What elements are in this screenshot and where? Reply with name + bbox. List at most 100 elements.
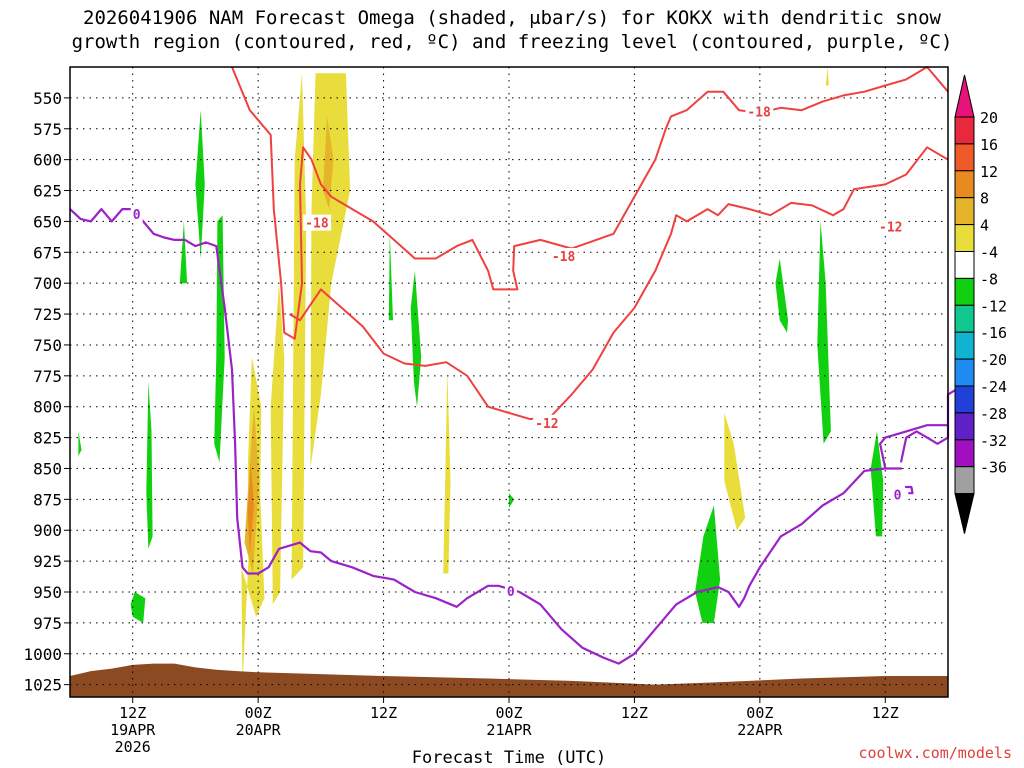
y-tick-label: 700 bbox=[33, 274, 62, 293]
omega-shade-region bbox=[270, 283, 285, 605]
y-tick-label: 875 bbox=[33, 490, 62, 509]
colorbar-label: -4 bbox=[980, 244, 998, 262]
x-axis-label: Forecast Time (UTC) bbox=[412, 748, 606, 768]
colorbar-label: -20 bbox=[980, 351, 1007, 369]
colorbar-label: 16 bbox=[980, 136, 998, 154]
x-tick-label: 00Z bbox=[746, 704, 773, 722]
colorbar-bottom-arrow bbox=[954, 493, 975, 534]
freezing-level-contour-line bbox=[69, 208, 948, 665]
chart-title: 2026041906 NAM Forecast Omega (shaded, μ… bbox=[71, 7, 953, 53]
colorbar-label: -12 bbox=[980, 297, 1007, 315]
dendritic-contour-line bbox=[231, 66, 949, 340]
x-tick-label: 21APR bbox=[486, 721, 532, 739]
omega-shade-region bbox=[310, 73, 351, 469]
omega-shade-region bbox=[817, 221, 831, 444]
colorbar-swatch bbox=[954, 466, 975, 495]
colorbar-swatch bbox=[954, 224, 975, 253]
contour-label: 0 bbox=[891, 486, 904, 503]
contour-label-text: 0 bbox=[507, 585, 515, 600]
y-tick-label: 925 bbox=[33, 552, 62, 571]
contour-label-background bbox=[130, 206, 143, 222]
y-tick-label: 950 bbox=[33, 583, 62, 602]
omega-shade-region bbox=[695, 505, 721, 623]
x-tick-label: 12Z bbox=[872, 704, 899, 722]
colorbar-label: 4 bbox=[980, 217, 989, 235]
colorbar-swatch bbox=[954, 331, 975, 360]
omega-shade-region bbox=[214, 215, 225, 463]
y-tick-label: 900 bbox=[33, 521, 62, 540]
colorbar-label: 8 bbox=[980, 190, 989, 208]
y-tick-label: 1000 bbox=[23, 645, 62, 664]
contour-label-text: 0 bbox=[894, 488, 902, 503]
y-tick-label: 850 bbox=[33, 459, 62, 478]
omega-shade-region bbox=[179, 221, 188, 284]
contour-label-background bbox=[504, 582, 517, 599]
x-tick-label: 20APR bbox=[236, 721, 282, 739]
contour-label-background bbox=[877, 218, 906, 235]
colorbar-label: -16 bbox=[980, 324, 1007, 342]
x-tick-label: 12Z bbox=[119, 704, 146, 722]
colorbar-label: -36 bbox=[980, 459, 1007, 477]
y-tick-label: 775 bbox=[33, 367, 62, 386]
y-tick-label: 1025 bbox=[23, 676, 62, 695]
contour-label-background bbox=[891, 486, 904, 503]
colorbar-swatch bbox=[954, 439, 975, 468]
contour-label: 0 bbox=[130, 206, 143, 223]
x-tick-label: 00Z bbox=[495, 704, 522, 722]
x-tick-label: 12Z bbox=[621, 704, 648, 722]
contour-label-text: 0 bbox=[133, 208, 141, 223]
contour-label-background bbox=[745, 103, 774, 120]
omega-shade-region bbox=[443, 369, 451, 574]
y-tick-label: 825 bbox=[33, 429, 62, 448]
credit-text[interactable]: coolwx.com/models bbox=[858, 744, 1012, 762]
colorbar-swatch bbox=[954, 277, 975, 306]
x-tick-label: 19APR bbox=[110, 721, 156, 739]
y-tick-label: 800 bbox=[33, 398, 62, 417]
contour-label: -18 bbox=[303, 214, 332, 232]
omega-shade-region bbox=[410, 270, 422, 407]
omega-shade-region bbox=[146, 382, 153, 549]
y-tick-label: 675 bbox=[33, 243, 62, 262]
x-tick-label: 12Z bbox=[370, 704, 397, 722]
colorbar-swatch bbox=[954, 197, 975, 226]
colorbar-label: -32 bbox=[980, 432, 1007, 450]
contour-label-background bbox=[549, 248, 578, 264]
contour-label: -12 bbox=[533, 414, 562, 432]
omega-shade-region bbox=[870, 431, 884, 537]
omega-shade-region bbox=[322, 116, 334, 210]
contour-label: -18 bbox=[549, 248, 578, 265]
contour-label-background bbox=[303, 214, 332, 231]
y-tick-label: 975 bbox=[33, 614, 62, 633]
omega-shade-region bbox=[509, 493, 515, 508]
colorbar-label: 12 bbox=[980, 163, 998, 181]
y-tick-label: 575 bbox=[33, 120, 62, 139]
omega-shade-region bbox=[195, 110, 205, 259]
contour-label: -18 bbox=[745, 103, 774, 120]
colorbar-label: -28 bbox=[980, 405, 1007, 423]
y-tick-label: 650 bbox=[33, 212, 62, 231]
contour-label-text: -12 bbox=[535, 417, 558, 432]
contour-label: 0 bbox=[504, 582, 517, 600]
omega-shade-region bbox=[775, 258, 789, 333]
x-tick-label: 2026 bbox=[115, 738, 151, 756]
colorbar-top-arrow bbox=[954, 74, 975, 118]
omega-shade-region bbox=[247, 462, 254, 555]
contour-label-text: -18 bbox=[305, 217, 329, 232]
colorbar-label: 20 bbox=[980, 109, 998, 127]
colorbar-swatch bbox=[954, 251, 975, 279]
y-tick-label: 625 bbox=[33, 182, 62, 201]
colorbar-swatch bbox=[954, 304, 975, 333]
omega-shade-region bbox=[291, 73, 307, 580]
contour-label-background bbox=[533, 414, 562, 431]
y-tick-label: 550 bbox=[33, 89, 62, 108]
colorbar-swatch bbox=[954, 412, 975, 441]
omega-shade-region bbox=[130, 592, 146, 623]
omega-shade-region bbox=[724, 412, 746, 531]
dendritic-contour-line bbox=[288, 146, 949, 421]
x-tick-label: 22APR bbox=[737, 721, 783, 739]
omega-shade-region bbox=[825, 67, 829, 86]
y-tick-label: 750 bbox=[33, 336, 62, 355]
colorbar-swatch bbox=[954, 358, 975, 387]
omega-shade-region bbox=[388, 233, 393, 321]
